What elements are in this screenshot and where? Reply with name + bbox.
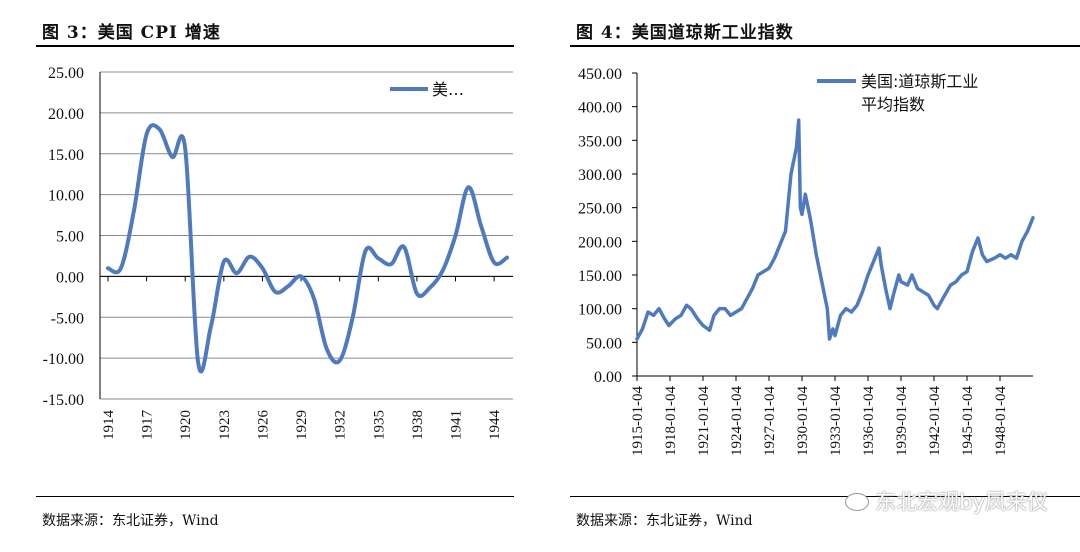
y-tick-label: 400.00 [578, 100, 622, 117]
legend-label: 美国:道琼斯工业 [861, 72, 978, 91]
x-tick-label: 1944 [487, 410, 503, 441]
cpi-source-note: 数据来源：东北证券，Wind [42, 513, 219, 529]
legend-label: 平均指数 [861, 95, 925, 114]
x-tick-label: 1918-01-04 [663, 386, 679, 456]
y-tick-label: -5.00 [51, 310, 84, 327]
dow-jones-series-line [635, 118, 1035, 341]
x-tick-label: 1923 [217, 410, 233, 440]
x-tick-label: 1914 [101, 410, 117, 441]
watermark-text: 东北宏观by凤来仪 [875, 490, 1048, 514]
y-tick-label: 150.00 [578, 268, 622, 285]
y-tick-label: 25.00 [48, 65, 84, 82]
x-tick-label: 1948-01-04 [993, 386, 1009, 456]
title-divider [570, 45, 1080, 47]
x-tick-label: 1938 [410, 410, 426, 440]
y-tick-label: 0.00 [594, 369, 622, 386]
x-tick-label: 1941 [449, 410, 465, 440]
x-tick-label: 1915-01-04 [630, 386, 646, 456]
x-tick-label: 1927-01-04 [762, 386, 778, 456]
y-tick-label: 5.00 [56, 229, 84, 246]
y-tick-label: 0.00 [56, 269, 84, 286]
dow-jones-chart-panel: 图 4：美国道琼斯工业指数 450.00 400.00 350.00 300.00 25… [540, 0, 1080, 552]
source-divider [570, 496, 1080, 497]
x-tick-label: 1917 [140, 410, 156, 441]
x-tick-label: 1921-01-04 [696, 386, 712, 456]
x-tick-label: 1920 [178, 410, 194, 440]
cpi-chart-panel: 图 3：美国 CPI 增速 25.00 20.00 15.00 10.00 5.00 0.… [36, 23, 514, 529]
y-tick-label: -10.00 [43, 351, 84, 368]
y-tick-label: -15.00 [43, 392, 84, 409]
source-divider [36, 496, 514, 497]
y-tick-label: 50.00 [586, 335, 622, 352]
y-tick-label: 300.00 [578, 167, 622, 184]
x-tick-label: 1942-01-04 [927, 386, 943, 456]
cpi-growth-chart: 25.00 20.00 15.00 10.00 5.00 0.00 -5.00 -10.00 -… [43, 65, 513, 441]
cpi-series-line [106, 123, 509, 374]
x-tick-label: 1939-01-04 [894, 386, 910, 456]
y-tick-label: 100.00 [578, 302, 622, 319]
x-tick-label: 1933-01-04 [828, 386, 844, 456]
x-tick-label: 1929 [294, 410, 310, 440]
wechat-watermark: 东北宏观by凤来仪 [845, 486, 1048, 516]
dow-jones-chart: 450.00 400.00 350.00 300.00 250.00 200.00 150.… [578, 66, 1035, 456]
y-tick-label: 15.00 [48, 147, 84, 164]
x-tick-label: 1926 [255, 410, 271, 441]
x-tick-label: 1924-01-04 [729, 386, 745, 456]
x-tick-label: 1930-01-04 [795, 386, 811, 456]
x-tick-label: 1945-01-04 [960, 386, 976, 456]
y-tick-label: 450.00 [578, 66, 622, 83]
y-tick-label: 200.00 [578, 234, 622, 251]
y-tick-label: 350.00 [578, 133, 622, 150]
legend-label: 美… [432, 80, 464, 99]
x-tick-label: 1936-01-04 [861, 386, 877, 456]
wechat-icon [845, 493, 870, 511]
x-tick-label: 1935 [371, 410, 387, 440]
y-tick-label: 10.00 [48, 188, 84, 205]
dow-jones-chart-title: 图 4：美国道琼斯工业指数 [576, 23, 794, 43]
x-tick-label: 1932 [333, 410, 349, 440]
y-tick-label: 20.00 [48, 106, 84, 123]
title-divider [36, 45, 514, 47]
cpi-chart-title: 图 3：美国 CPI 增速 [42, 23, 221, 43]
y-tick-label: 250.00 [578, 201, 622, 218]
dow-jones-source-note: 数据来源：东北证券，Wind [576, 513, 753, 529]
